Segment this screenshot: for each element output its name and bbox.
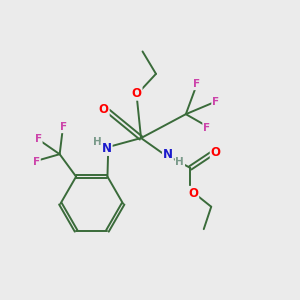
- Text: F: F: [34, 134, 42, 144]
- Text: O: O: [211, 146, 221, 160]
- Text: F: F: [193, 79, 200, 89]
- Text: F: F: [33, 157, 40, 167]
- Text: H: H: [93, 136, 102, 147]
- Text: F: F: [60, 122, 67, 132]
- Text: N: N: [163, 148, 173, 161]
- Text: O: O: [188, 187, 198, 200]
- Text: N: N: [102, 142, 112, 155]
- Text: F: F: [203, 123, 210, 133]
- Text: H: H: [176, 157, 184, 167]
- Text: O: O: [132, 87, 142, 100]
- Text: F: F: [212, 97, 219, 107]
- Text: O: O: [99, 103, 109, 116]
